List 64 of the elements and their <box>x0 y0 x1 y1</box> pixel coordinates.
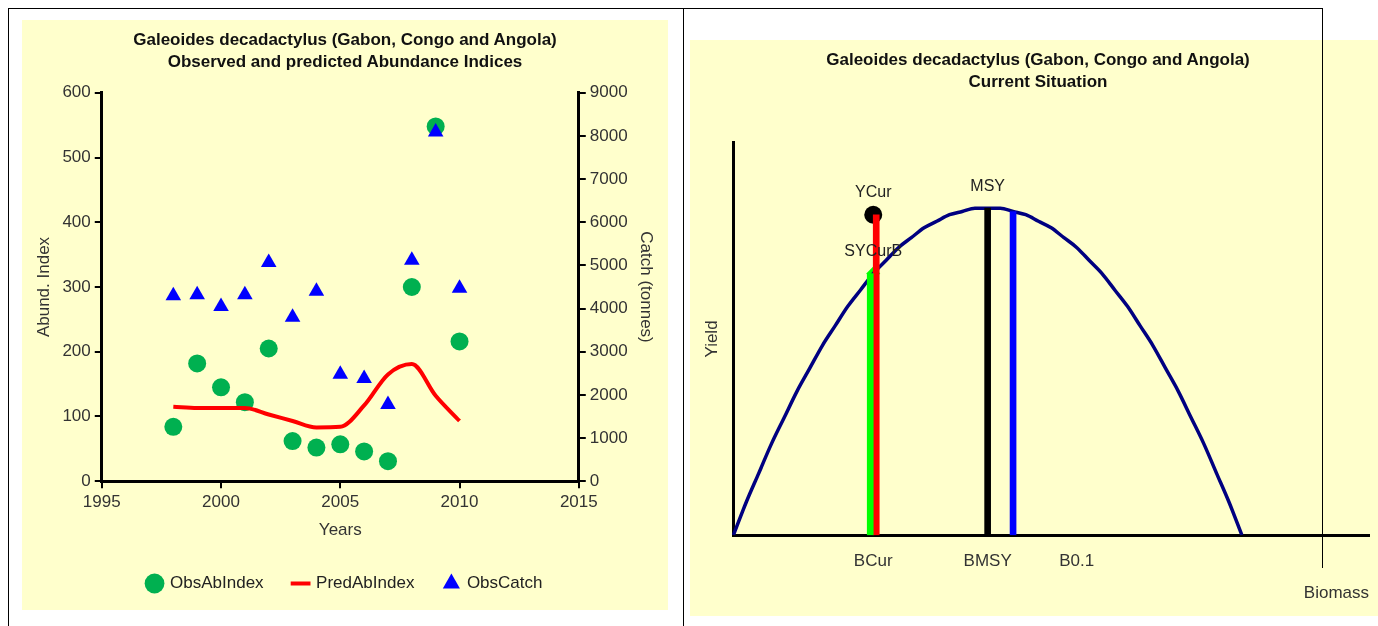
point <box>450 332 469 351</box>
point <box>427 123 444 137</box>
y2-tick-label: 2000 <box>589 384 628 404</box>
chart-title: Galeoides decadactylus (Gabon, Congo and Angola) <box>133 29 557 49</box>
x-tick-label: 1995 <box>82 492 121 512</box>
x-tick-label: 2015 <box>559 492 598 512</box>
point <box>356 369 372 383</box>
chart-subtitle: Current Situation <box>968 72 1108 92</box>
point <box>165 286 182 301</box>
point <box>378 452 397 471</box>
point <box>213 297 229 311</box>
point <box>283 432 302 451</box>
y-axis-title: Yield <box>701 320 721 358</box>
y-tick-label: 200 <box>62 341 91 361</box>
y-tick-label: 0 <box>81 470 91 490</box>
point <box>331 435 350 454</box>
x-tick-label: 2000 <box>202 492 240 512</box>
point <box>404 251 420 265</box>
point <box>451 279 468 293</box>
point <box>307 438 326 457</box>
y2-tick-label: 3000 <box>589 341 628 361</box>
x-tick-label: 2010 <box>440 492 479 512</box>
y2-tick-label: 6000 <box>589 211 628 231</box>
y2-tick-label: 9000 <box>589 82 628 102</box>
point <box>380 395 396 409</box>
x-tick-label: 2005 <box>321 492 360 512</box>
annotation: YCur <box>855 183 893 201</box>
y-tick-label: 100 <box>62 406 91 426</box>
point <box>259 339 278 358</box>
y2-tick-label: 4000 <box>589 298 628 318</box>
point <box>188 354 207 373</box>
point <box>284 308 301 322</box>
point <box>212 378 231 397</box>
y-tick-label: 400 <box>62 211 91 231</box>
legend-label: ObsCatch <box>466 573 543 593</box>
chart-subtitle: Observed and predicted Abundance Indices <box>167 52 523 72</box>
point <box>189 285 205 300</box>
y2-tick-label: 0 <box>589 470 600 490</box>
x-tick-label: BMSY <box>963 551 1012 571</box>
y-tick-label: 300 <box>62 276 91 296</box>
point <box>332 365 349 379</box>
x-axis-title: Years <box>318 520 362 540</box>
point <box>164 417 183 436</box>
y-tick-label: 600 <box>62 82 91 102</box>
y-axis-title: Abund. Index <box>33 236 53 338</box>
y2-axis-title: Catch (tonnes) <box>637 231 657 343</box>
point <box>237 285 253 300</box>
point <box>308 282 325 296</box>
point <box>355 442 374 461</box>
legend-label: PredAbIndex <box>316 573 415 593</box>
y2-tick-label: 7000 <box>589 168 628 188</box>
point <box>260 253 277 267</box>
legend-label: ObsAbIndex <box>170 573 265 593</box>
annotation: MSY <box>970 176 1006 194</box>
point <box>402 278 421 296</box>
y-tick-label: 500 <box>62 147 91 167</box>
y2-tick-label: 5000 <box>589 255 628 275</box>
chart-title: Galeoides decadactylus (Gabon, Congo and Angola) <box>826 49 1250 69</box>
x-tick-label: BCur <box>853 551 893 571</box>
y2-tick-label: 8000 <box>589 125 628 145</box>
line-series <box>171 362 462 430</box>
x-tick-label: B0.1 <box>1059 551 1095 571</box>
x-axis-title: Biomass <box>1303 583 1369 603</box>
y2-tick-label: 1000 <box>589 427 628 447</box>
